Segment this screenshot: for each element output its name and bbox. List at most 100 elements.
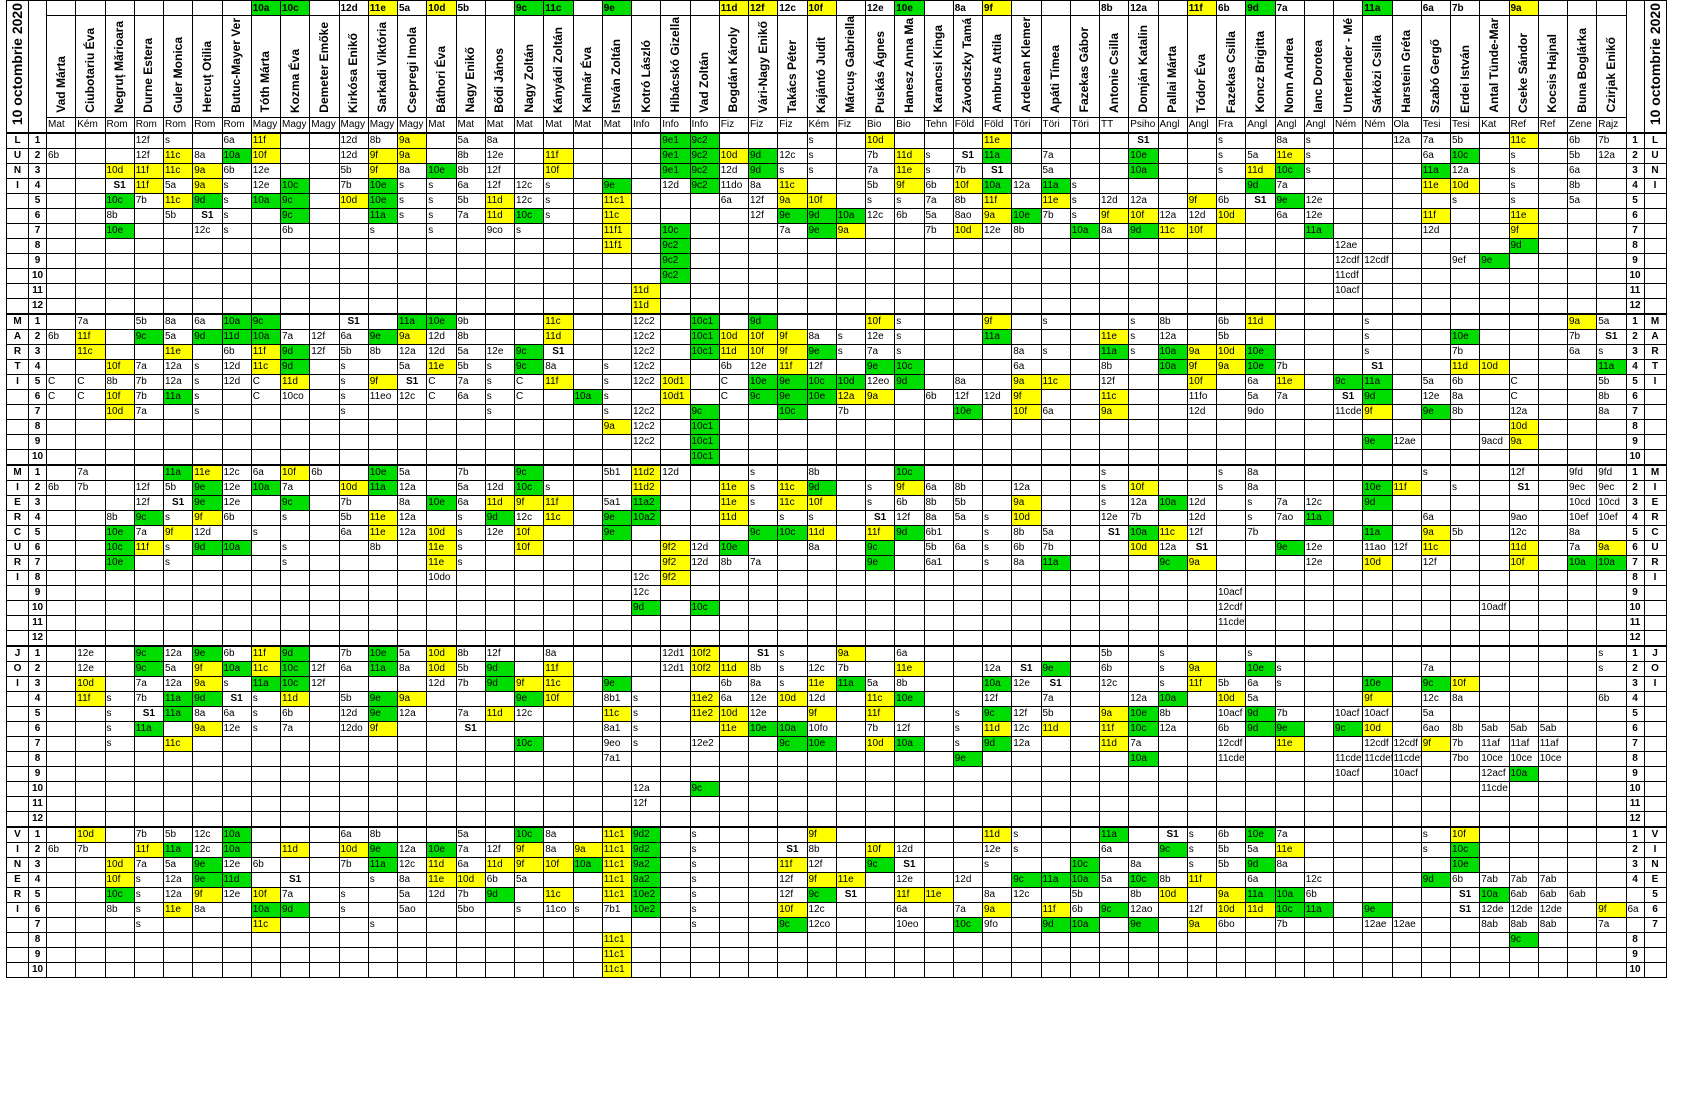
timetable-cell xyxy=(162,599,194,616)
timetable-cell xyxy=(572,660,603,677)
timetable-cell: 11e xyxy=(1274,735,1305,752)
timetable-cell xyxy=(718,237,750,254)
timetable-cell: 11a xyxy=(1420,162,1452,179)
timetable-cell xyxy=(426,267,457,284)
teacher-name: Kirkósa Enikő xyxy=(346,32,361,113)
timetable-cell xyxy=(133,629,165,647)
day-letter: N xyxy=(6,162,29,179)
timetable-cell xyxy=(1449,312,1481,330)
timetable-cell xyxy=(1274,584,1305,601)
timetable-cell: s xyxy=(864,494,896,511)
period-number: 8 xyxy=(28,750,47,767)
timetable-cell xyxy=(1215,961,1247,978)
timetable-cell xyxy=(601,312,633,330)
timetable-cell: 10d xyxy=(338,192,369,209)
timetable-cell: 9fo xyxy=(981,916,1013,933)
timetable-cell xyxy=(718,825,750,843)
timetable-cell xyxy=(1362,222,1393,239)
period-number: 3 xyxy=(1625,162,1645,179)
timetable-cell xyxy=(250,931,282,948)
timetable-cell xyxy=(1596,961,1627,978)
timetable-cell xyxy=(250,780,282,797)
timetable-cell: 9d xyxy=(1362,494,1393,511)
timetable-cell: s xyxy=(192,403,223,420)
teacher-name: Karancsi Kinga xyxy=(931,25,946,113)
timetable-cell: 12a xyxy=(1011,479,1042,496)
timetable-cell xyxy=(1098,282,1130,299)
timetable-cell xyxy=(660,961,691,978)
timetable-cell: 6a xyxy=(1245,373,1276,390)
timetable-cell xyxy=(45,660,77,677)
timetable-cell: 12de xyxy=(1537,901,1569,918)
timetable-cell: s xyxy=(426,192,457,209)
timetable-cell xyxy=(426,433,457,450)
timetable-cell: 12e xyxy=(221,856,252,873)
timetable-cell xyxy=(1303,660,1335,677)
timetable-cell xyxy=(835,177,867,194)
timetable-cell: 9f xyxy=(513,494,545,511)
class-header: 10a xyxy=(250,0,282,16)
timetable-cell: 6b xyxy=(1011,539,1042,556)
timetable-cell xyxy=(192,267,223,284)
timetable-cell xyxy=(864,403,896,420)
timetable-cell xyxy=(338,584,369,601)
timetable-cell xyxy=(104,448,135,466)
timetable-cell xyxy=(1566,222,1598,239)
timetable-cell: 9fd xyxy=(1566,463,1598,481)
timetable-cell xyxy=(396,735,428,752)
timetable-cell xyxy=(1537,705,1569,722)
timetable-cell xyxy=(1566,750,1598,767)
timetable-cell: 10d xyxy=(1215,901,1247,918)
day-letter xyxy=(1643,931,1667,948)
timetable-cell xyxy=(1332,448,1364,466)
timetable-cell xyxy=(104,569,135,586)
timetable-cell xyxy=(1303,916,1335,933)
timetable-cell xyxy=(806,237,837,254)
timetable-cell xyxy=(981,343,1013,360)
timetable-cell: 8b xyxy=(104,901,135,918)
timetable-cell xyxy=(894,222,925,239)
timetable-cell: 12c2 xyxy=(630,433,662,450)
timetable-cell xyxy=(1391,252,1422,269)
timetable-cell xyxy=(162,720,194,737)
timetable-cell xyxy=(338,931,369,948)
day-letter: I xyxy=(1643,675,1667,692)
timetable-cell: 10e xyxy=(747,373,779,390)
timetable-cell xyxy=(1449,267,1481,284)
class-header: 11a xyxy=(1362,0,1393,16)
timetable-cell: C xyxy=(426,373,457,390)
timetable-cell xyxy=(162,916,194,933)
timetable-cell xyxy=(1303,479,1335,496)
timetable-cell xyxy=(1596,569,1627,586)
period-number: 2 xyxy=(1625,479,1645,496)
timetable-cell: 8a xyxy=(1011,554,1042,571)
timetable-cell xyxy=(718,765,750,782)
period-number: 10 xyxy=(28,599,47,616)
timetable-cell xyxy=(513,433,545,450)
timetable-cell xyxy=(1186,765,1218,782)
day-letter xyxy=(1643,810,1667,828)
timetable-cell: 11c1 xyxy=(601,856,633,873)
timetable-cell: 7b xyxy=(133,192,165,209)
timetable-cell: 9a xyxy=(396,147,428,164)
timetable-cell xyxy=(45,569,77,586)
timetable-cell xyxy=(104,297,135,315)
timetable-cell xyxy=(338,599,369,616)
timetable-cell xyxy=(1566,358,1598,375)
timetable-cell: 7ab xyxy=(1479,871,1510,888)
timetable-cell xyxy=(1332,780,1364,797)
timetable-cell: 10f xyxy=(543,690,574,707)
timetable-cell: 9e xyxy=(192,644,223,662)
timetable-cell: 12d xyxy=(426,343,457,360)
timetable-cell xyxy=(221,418,252,435)
period-number: 10 xyxy=(1625,780,1645,797)
timetable-cell xyxy=(864,916,896,933)
timetable-cell: 9a xyxy=(1508,433,1539,450)
day-letter: R xyxy=(6,343,29,360)
timetable-cell xyxy=(835,569,867,586)
timetable-cell: 10e xyxy=(426,162,457,179)
date-label-left: 10 octombrie 2020 xyxy=(6,0,29,134)
timetable-cell xyxy=(1332,207,1364,224)
timetable-cell: 10c xyxy=(894,358,925,375)
class-header xyxy=(192,0,223,16)
